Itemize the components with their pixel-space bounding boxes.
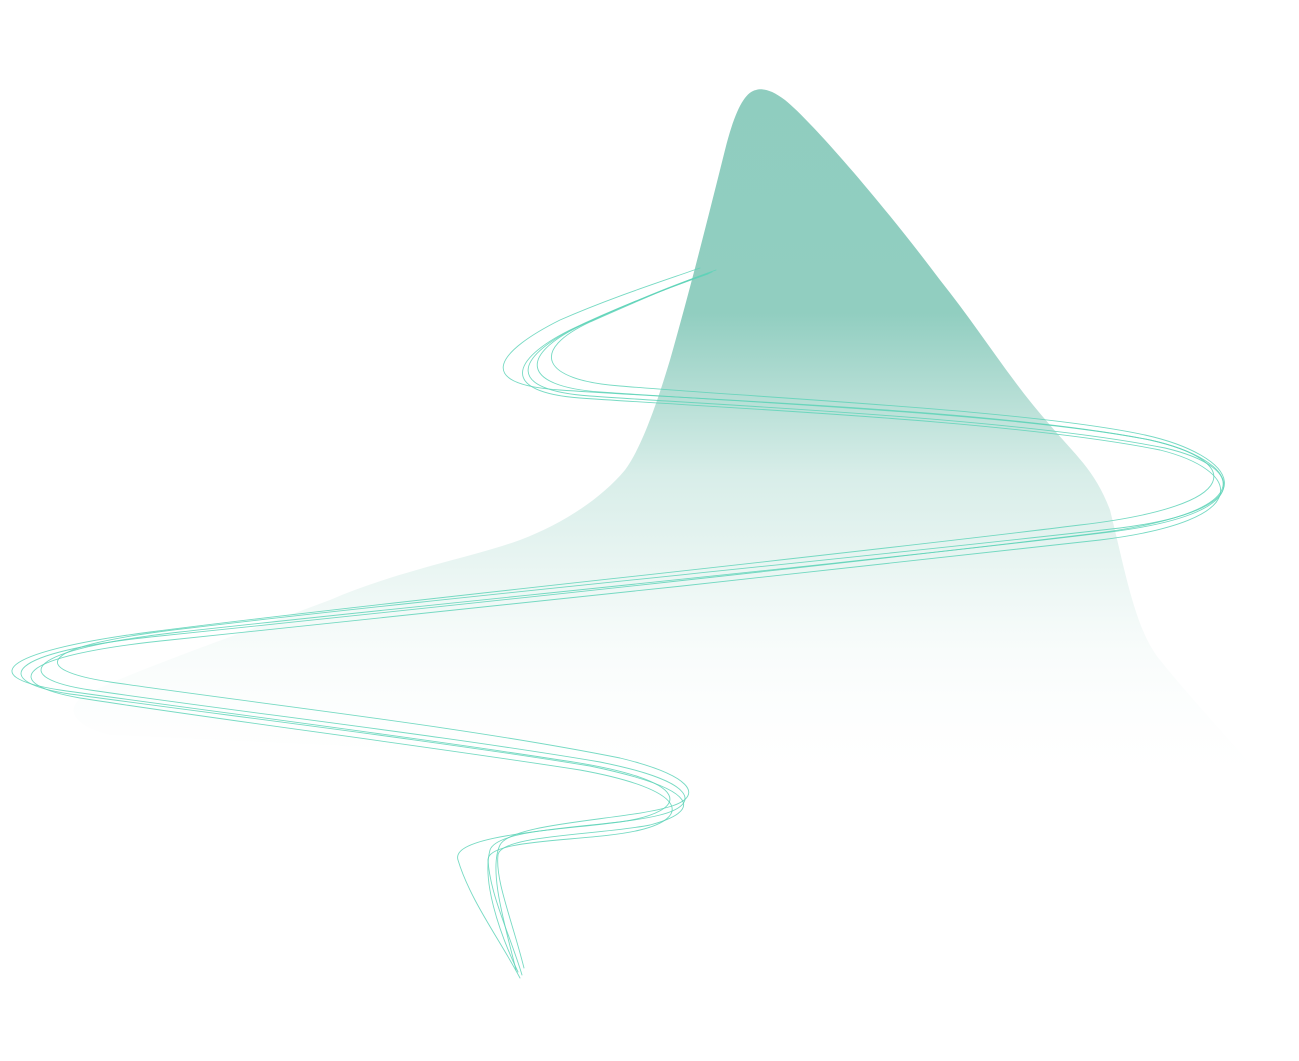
ribbon-line (20, 272, 1224, 969)
flowing-ribbon-lines (11, 267, 1225, 979)
ribbon-line (40, 271, 1225, 973)
ribbon-line (30, 273, 1222, 976)
ribbon-line (11, 267, 1215, 979)
teal-peak-shape (73, 89, 1271, 791)
